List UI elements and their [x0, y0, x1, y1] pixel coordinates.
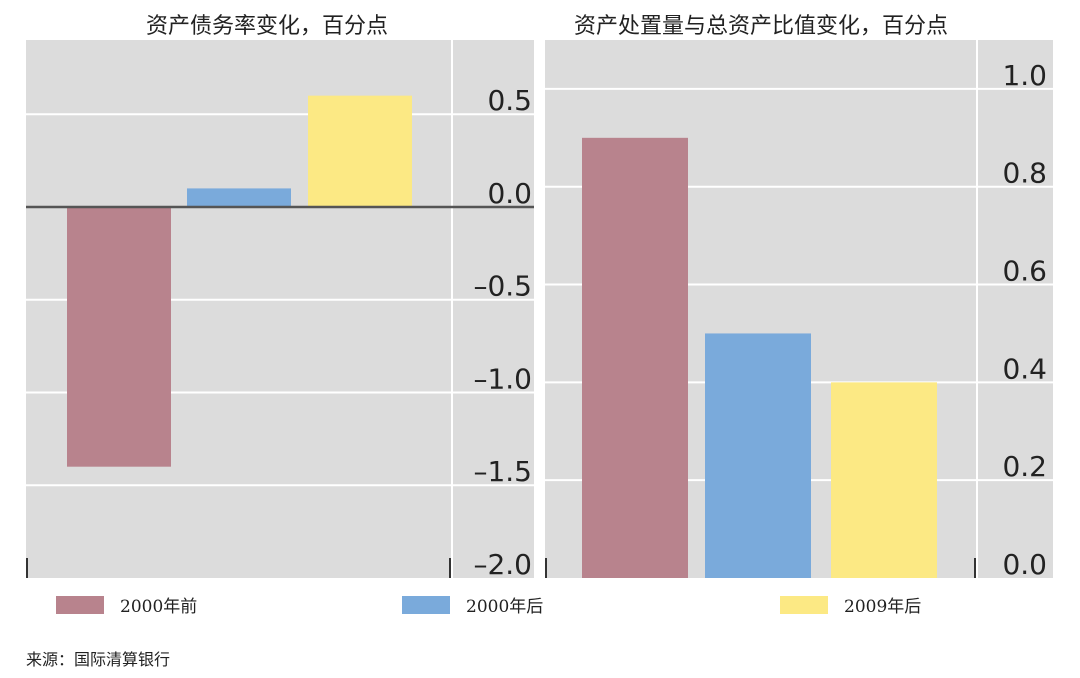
- legend-item-2000-before: 2000年前: [56, 592, 197, 617]
- bar-2: [705, 333, 811, 578]
- right-chart-title: 资产处置量与总资产比值变化，百分点: [574, 14, 949, 39]
- legend-swatch: [56, 595, 104, 614]
- y-tick-label: 0.4: [1002, 352, 1047, 385]
- bar-1: [582, 137, 688, 578]
- y-tick-label: –0.5: [473, 270, 532, 303]
- bar-3: [831, 382, 937, 578]
- bar-2: [187, 188, 291, 207]
- left-chart-title: 资产债务率变化，百分点: [146, 14, 389, 39]
- y-tick-label: 0.2: [1002, 450, 1047, 483]
- y-tick-label: –1.0: [473, 362, 532, 395]
- legend-label: 2000年前: [120, 597, 198, 617]
- y-tick-label: 1.0: [1002, 59, 1047, 92]
- legend-swatch: [780, 595, 828, 614]
- charts-svg: 0.5 0.0 –0.5 –1.0 –1.5 –2.0 1.0 0.8 0.6 0.4 0.2 0.0: [26, 40, 1053, 581]
- legend-item-2009-after: 2009年后: [780, 592, 921, 617]
- legend-item-2000-after: 2000年后: [402, 592, 543, 617]
- bar-3: [308, 95, 412, 207]
- y-tick-label: –2.0: [473, 548, 532, 581]
- bar-1: [67, 206, 171, 467]
- legend-swatch: [402, 595, 450, 614]
- y-tick-label: 0.0: [1002, 548, 1047, 581]
- y-tick-label: 0.8: [1002, 157, 1047, 190]
- y-tick-label: 0.0: [487, 177, 532, 210]
- legend-label: 2000年后: [466, 597, 544, 617]
- y-tick-label: 0.5: [487, 84, 532, 117]
- y-tick-label: 0.6: [1002, 255, 1047, 288]
- y-tick-label: –1.5: [473, 455, 532, 488]
- legend-label: 2009年后: [844, 597, 922, 617]
- source-note: 来源：国际清算银行: [26, 650, 171, 669]
